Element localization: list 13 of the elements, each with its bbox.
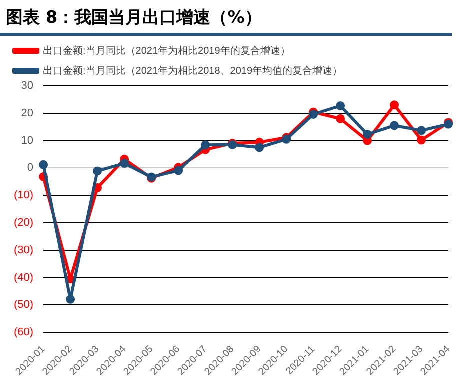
y-tick-label: 20	[21, 107, 34, 120]
y-tick-label: 0	[27, 162, 34, 174]
legend-label: 出口金额:当月同比（2021年为相比2018、2019年均值的复合增速）	[43, 64, 343, 77]
y-tick-label: (50)	[14, 299, 34, 312]
chart-title: 图表 8：我国当月出口增速（%）	[0, 0, 452, 36]
y-tick-label: (20)	[14, 217, 34, 230]
legend-label: 出口金额:当月同比（2021年为相比2019年的复合增速）	[43, 44, 290, 57]
y-tick-label: (60)	[14, 326, 34, 339]
y-tick-label: 10	[21, 134, 34, 147]
y-tick-label: 30	[21, 80, 34, 92]
y-tick-label: (40)	[14, 272, 34, 284]
y-tick-label: (30)	[14, 244, 34, 256]
y-tick-label: (10)	[14, 190, 34, 202]
